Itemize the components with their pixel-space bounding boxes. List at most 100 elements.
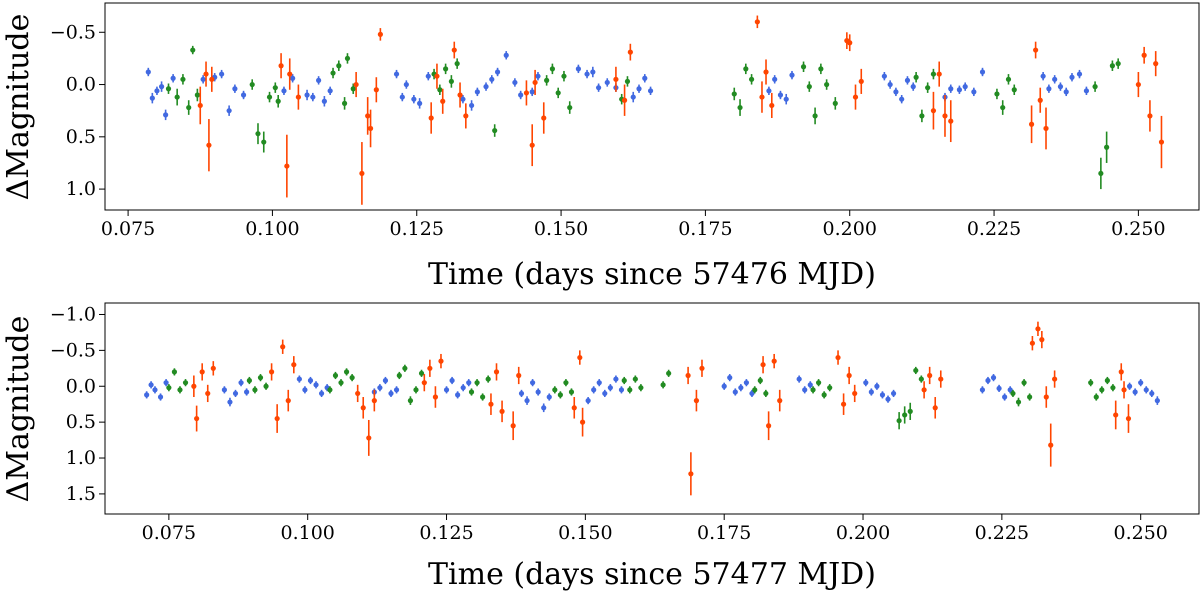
top-panel-blue-point-2 (154, 88, 160, 94)
top-panel-orange-point-3 (209, 76, 215, 82)
top-panel-green-point-40 (913, 74, 919, 80)
top-panel-green-point-32 (743, 66, 749, 72)
bottom-panel-green-point-15 (407, 398, 414, 404)
top-panel-green-point-7 (255, 131, 261, 137)
top-panel-blue-point-47 (772, 76, 778, 82)
bottom-panel-green-point-43 (918, 376, 924, 382)
bottom-panel-blue-point-31 (546, 394, 552, 400)
top-panel-blue-point-27 (474, 89, 480, 95)
top-panel-orange-point-20 (523, 90, 530, 96)
bottom-panel-orange-point-11 (360, 405, 366, 411)
bottom-panel-green-point-42 (913, 367, 919, 374)
bottom-panel-x-tick-label-0: 0.075 (142, 522, 196, 544)
bottom-panel-green-point-51 (1104, 377, 1110, 384)
bottom-panel-blue-point-62 (1138, 380, 1144, 386)
bottom-panel-orange-point-15 (427, 365, 433, 371)
top-panel-green-point-31 (737, 104, 743, 111)
bottom-panel-blue-point-43 (743, 380, 750, 386)
bottom-panel-orange-point-33 (777, 398, 783, 404)
bottom-panel-orange-point-12 (366, 435, 372, 441)
bottom-panel-blue-point-40 (727, 375, 733, 381)
bottom-panel-green-point-0 (166, 385, 172, 391)
top-panel-green-point-45 (1000, 104, 1006, 111)
top-panel-green-point-44 (994, 91, 1000, 97)
bottom-panel-green-point-41 (907, 408, 913, 414)
top-panel-green-point-26 (561, 73, 567, 79)
top-panel-blue-point-46 (766, 88, 772, 94)
bottom-panel-blue-point-27 (524, 398, 530, 404)
top-panel-green-point-34 (800, 64, 807, 70)
bottom-panel-blue-point-24 (460, 385, 466, 391)
bottom-panel-green-point-23 (557, 392, 563, 398)
bottom-panel-green-point-47 (1027, 394, 1033, 400)
top-panel-blue-point-0 (145, 69, 151, 75)
bottom-panel-orange-point-19 (493, 369, 500, 375)
top-panel-green-point-36 (812, 113, 818, 119)
top-panel-orange-point-45 (1147, 113, 1153, 119)
top-panel-blue-point-58 (948, 86, 954, 92)
bottom-panel-blue-point-32 (585, 398, 591, 404)
top-panel-orange-point-29 (763, 69, 769, 75)
top-panel-blue-point-6 (200, 76, 206, 82)
top-panel-green-point-13 (336, 63, 342, 69)
top-panel-y-tick-label-0: −0.5 (50, 21, 96, 43)
bottom-panel: 0.075 0.100 0.125 0.150 0.175 0.200 0.225 0.250… (1, 302, 1200, 591)
bottom-panel-orange-point-10 (355, 390, 361, 397)
top-panel-orange-point-11 (367, 125, 374, 132)
bottom-panel-orange-point-41 (938, 376, 944, 382)
top-panel-green-point-46 (1005, 76, 1012, 82)
bottom-panel-blue-point-22 (449, 377, 455, 384)
top-panel-orange-point-14 (428, 115, 434, 121)
bottom-panel-orange-point-42 (1029, 340, 1036, 346)
bottom-panel-blue-point-58 (1002, 394, 1008, 400)
top-panel-x-tick-label-5: 0.200 (823, 218, 877, 240)
bottom-panel-green-point-4 (246, 377, 252, 384)
bottom-panel-orange-point-14 (421, 380, 427, 386)
top-panel-blue-point-66 (1057, 84, 1064, 90)
top-panel-blue-point-25 (460, 96, 466, 102)
top-panel-blue-point-42 (630, 94, 636, 100)
top-panel-frame (104, 2, 1200, 211)
top-panel-orange-point-21 (529, 142, 535, 148)
top-panel-orange-point-30 (769, 102, 775, 109)
bottom-panel-blue-point-8 (238, 380, 244, 386)
bottom-panel-blue-point-10 (296, 376, 302, 382)
top-panel-blue-point-64 (1046, 86, 1052, 92)
top-panel-blue-point-34 (529, 89, 535, 95)
bottom-panel-orange-point-47 (1052, 376, 1058, 382)
top-panel-blue-point-12 (281, 88, 287, 94)
bottom-panel-green-point-50 (1099, 387, 1105, 393)
bottom-panel-blue-point-20 (393, 387, 400, 393)
bottom-panel-blue-point-47 (807, 382, 813, 388)
bottom-panel-orange-point-29 (699, 365, 705, 371)
bottom-panel-blue-point-65 (1154, 398, 1160, 404)
bottom-panel-x-tick-label-6: 0.225 (975, 522, 1029, 544)
bottom-panel-green-point-40 (902, 412, 908, 418)
top-panel-orange-point-35 (930, 108, 937, 114)
top-panel-green-point-29 (624, 78, 631, 85)
top-panel-orange-point-42 (1043, 125, 1049, 132)
top-panel-blue-point-45 (647, 88, 654, 94)
top-panel-blue-point-22 (411, 96, 417, 102)
top-panel-orange-point-26 (627, 49, 633, 55)
bottom-panel-orange-point-39 (927, 372, 933, 379)
bottom-panel-blue-point-42 (738, 385, 744, 391)
top-panel-blue-point-67 (1063, 89, 1069, 95)
bottom-panel-orange-point-50 (1121, 387, 1127, 393)
top-panel-green-point-21 (454, 61, 460, 67)
bottom-panel-blue-point-33 (591, 387, 597, 393)
top-panel-green-point-35 (806, 84, 812, 90)
bottom-panel-green-point-49 (1093, 394, 1099, 400)
top-panel-y-tick-label-1: 0.0 (66, 74, 96, 96)
top-panel-points (145, 15, 1165, 205)
bottom-panel-orange-point-21 (510, 423, 516, 429)
bottom-panel-blue-point-13 (313, 382, 319, 388)
top-panel-green-point-52 (1115, 61, 1121, 67)
top-panel-blue-point-29 (489, 76, 495, 82)
bottom-panel-orange-point-20 (499, 408, 505, 414)
bottom-panel-y-tick-label-0: −1.0 (50, 303, 96, 325)
bottom-panel-blue-point-45 (796, 376, 802, 382)
bottom-panel-green-point-13 (396, 372, 402, 379)
bottom-panel-x-label: Time (days since 57477 MJD) (428, 557, 876, 591)
bottom-panel-blue-point-56 (990, 375, 997, 381)
